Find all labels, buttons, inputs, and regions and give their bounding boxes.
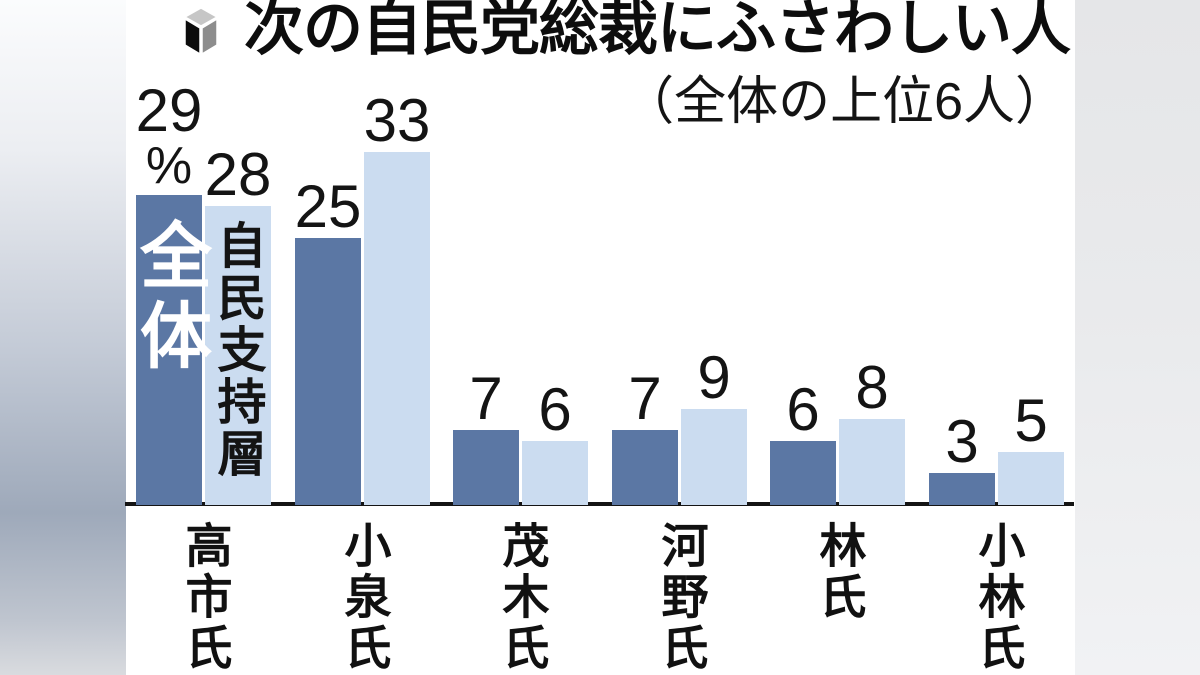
value-label-ldp-3: 9	[697, 344, 731, 411]
percent-unit-label: %	[145, 137, 193, 195]
legend-overall: 全体	[128, 218, 209, 378]
value-label-overall-0: 29%	[135, 77, 203, 195]
x-axis-baseline	[125, 502, 1074, 506]
category-label-1: 小泉氏	[337, 521, 391, 674]
chart-subtitle: （全体の上位6人）	[622, 73, 1067, 131]
ballot-box-cube-icon	[183, 7, 219, 55]
bar-ldp-3	[681, 409, 747, 505]
category-label-0: 高市氏	[178, 521, 232, 674]
value-label-ldp-5: 5	[1014, 387, 1048, 454]
value-label-ldp-1: 33	[363, 87, 431, 154]
value-label-ldp-2: 6	[538, 376, 572, 443]
value-label-ldp-0: 28	[204, 141, 272, 208]
bar-overall-5	[929, 473, 995, 505]
chart-plot-area	[126, 0, 1075, 675]
chart-title: 次の自民党総裁にふさわしい人	[244, 0, 1071, 62]
bar-overall-2	[453, 430, 519, 505]
category-label-2: 茂木氏	[495, 521, 549, 674]
bar-ldp-2	[522, 441, 588, 505]
category-label-5: 小林氏	[971, 521, 1025, 674]
value-label-overall-4: 6	[786, 376, 820, 443]
value-label-ldp-4: 8	[855, 354, 889, 421]
legend-ldp-supporters: 自民支持層	[210, 220, 265, 480]
category-label-3: 河野氏	[654, 521, 708, 674]
value-label-overall-2: 7	[469, 365, 503, 432]
value-label-overall-3: 7	[628, 365, 662, 432]
bar-overall-0	[136, 195, 202, 505]
bar-overall-4	[770, 441, 836, 505]
category-label-4: 林氏	[812, 521, 866, 623]
bar-ldp-4	[839, 419, 905, 505]
bar-ldp-1	[364, 152, 430, 505]
bar-ldp-5	[998, 452, 1064, 505]
right-gradient-border	[1075, 0, 1200, 675]
value-label-overall-5: 3	[945, 408, 979, 475]
bar-overall-3	[612, 430, 678, 505]
bar-overall-1	[295, 238, 361, 505]
value-label-overall-1: 25	[294, 173, 362, 240]
bar-ldp-0	[205, 206, 271, 505]
left-gradient-border	[0, 0, 126, 675]
